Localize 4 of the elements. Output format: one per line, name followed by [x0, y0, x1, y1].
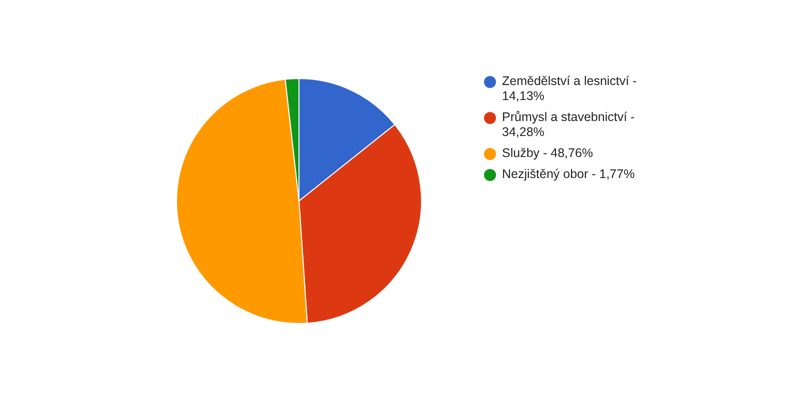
legend-label: Nezjištěný obor - 1,77%	[502, 167, 635, 182]
legend-label: Služby - 48,76%	[502, 146, 594, 161]
legend-label: Průmysl a stavebnictví - 34,28%	[502, 110, 636, 140]
legend-label: Zemědělství a lesnictví - 14,13%	[502, 74, 638, 104]
